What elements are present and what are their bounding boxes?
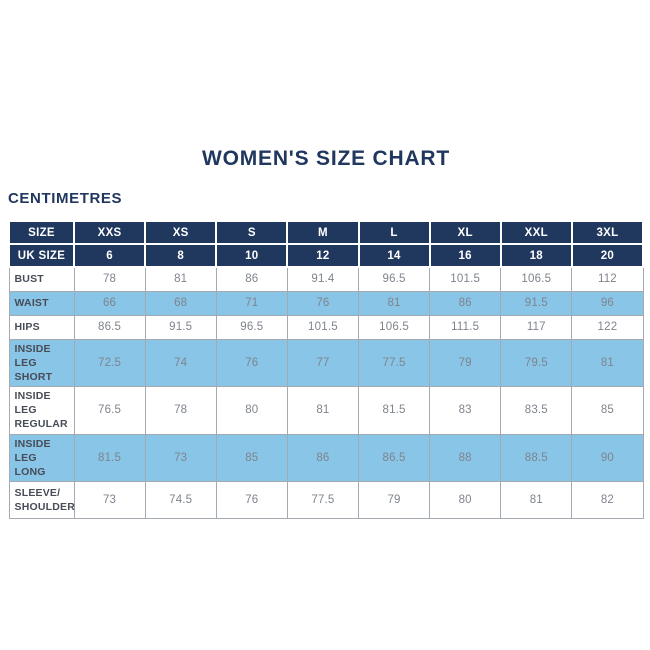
measurement-cell: 96.5 xyxy=(215,314,288,340)
measurement-cell: 73 xyxy=(73,481,146,520)
measurement-cell: 79 xyxy=(357,481,431,520)
measurement-cell: 85 xyxy=(571,386,644,435)
column-header-size: SIZE xyxy=(8,220,75,245)
uk-size-cell: 10 xyxy=(215,243,289,268)
measurement-cell: 73 xyxy=(144,433,217,483)
measurement-cell: 117 xyxy=(500,314,573,340)
measurement-cell: 91.5 xyxy=(500,290,573,316)
row-label: INSIDE LEG SHORT xyxy=(8,338,75,388)
table-row-inside-leg-regular: INSIDE LEG REGULAR 76.5 78 80 81 81.5 83… xyxy=(8,386,644,435)
row-label: INSIDE LEG LONG xyxy=(8,433,75,483)
row-label: WAIST xyxy=(8,290,75,316)
table-row-hips: HIPS 86.5 91.5 96.5 101.5 106.5 111.5 11… xyxy=(8,314,644,340)
uk-size-cell: 20 xyxy=(570,243,645,268)
measurement-cell: 76 xyxy=(286,290,360,316)
measurement-cell: 77 xyxy=(286,338,360,388)
measurement-cell: 81 xyxy=(286,386,360,435)
size-chart-table: SIZE XXS XS S M L XL XXL 3XL UK SIZE 6 8… xyxy=(8,220,645,520)
measurement-cell: 71 xyxy=(215,290,288,316)
measurement-cell: 112 xyxy=(571,266,644,292)
uk-size-row: UK SIZE 6 8 10 12 14 16 18 20 xyxy=(8,243,645,268)
measurement-cell: 83 xyxy=(429,386,502,435)
measurement-cell: 74.5 xyxy=(144,481,217,520)
measurement-cell: 85 xyxy=(215,433,288,483)
row-label: INSIDE LEG REGULAR xyxy=(8,386,75,435)
measurement-cell: 83.5 xyxy=(500,386,573,435)
measurement-cell: 96 xyxy=(571,290,644,316)
measurement-cell: 77.5 xyxy=(286,481,360,520)
size-header-row: SIZE XXS XS S M L XL XXL 3XL xyxy=(8,220,645,245)
column-header: L xyxy=(357,220,431,245)
measurement-cell: 74 xyxy=(144,338,217,388)
measurement-cell: 111.5 xyxy=(429,314,502,340)
measurement-cell: 86.5 xyxy=(73,314,146,340)
measurement-cell: 81.5 xyxy=(357,386,431,435)
measurement-cell: 96.5 xyxy=(357,266,431,292)
uk-size-cell: 18 xyxy=(499,243,573,268)
measurement-cell: 76 xyxy=(215,338,288,388)
table-row-inside-leg-long: INSIDE LEG LONG 81.5 73 85 86 86.5 88 88… xyxy=(8,433,644,483)
measurement-cell: 106.5 xyxy=(357,314,431,340)
table-row-bust: BUST 78 81 86 91.4 96.5 101.5 106.5 112 xyxy=(8,266,644,292)
row-label: BUST xyxy=(8,266,75,292)
measurement-cell: 91.4 xyxy=(286,266,360,292)
column-header: XS xyxy=(144,220,218,245)
column-header: XXS xyxy=(72,220,147,245)
measurement-cell: 81 xyxy=(500,481,573,520)
measurement-cell: 80 xyxy=(429,481,502,520)
uk-size-label: UK SIZE xyxy=(8,243,75,268)
uk-size-cell: 8 xyxy=(144,243,218,268)
measurement-cell: 78 xyxy=(73,266,146,292)
measurement-cell: 86 xyxy=(429,290,502,316)
measurement-cell: 81 xyxy=(144,266,217,292)
measurement-cell: 86 xyxy=(286,433,360,483)
measurement-cell: 88 xyxy=(429,433,502,483)
uk-size-cell: 6 xyxy=(72,243,147,268)
measurement-cell: 66 xyxy=(73,290,146,316)
uk-size-cell: 12 xyxy=(286,243,360,268)
unit-heading: CENTIMETRES xyxy=(8,190,123,207)
measurement-cell: 88.5 xyxy=(500,433,573,483)
measurement-cell: 76 xyxy=(215,481,288,520)
measurement-cell: 101.5 xyxy=(286,314,360,340)
measurement-cell: 76.5 xyxy=(73,386,146,435)
uk-size-cell: 16 xyxy=(428,243,502,268)
measurement-cell: 86.5 xyxy=(357,433,431,483)
column-header: S xyxy=(215,220,289,245)
column-header: XL xyxy=(428,220,502,245)
measurement-cell: 122 xyxy=(571,314,644,340)
measurement-cell: 91.5 xyxy=(144,314,217,340)
measurement-cell: 80 xyxy=(215,386,288,435)
column-header: XXL xyxy=(499,220,573,245)
measurement-cell: 81 xyxy=(357,290,431,316)
measurement-cell: 86 xyxy=(215,266,288,292)
measurement-cell: 82 xyxy=(571,481,644,520)
measurement-cell: 79.5 xyxy=(500,338,573,388)
column-header: M xyxy=(286,220,360,245)
measurement-cell: 101.5 xyxy=(429,266,502,292)
table-row-inside-leg-short: INSIDE LEG SHORT 72.5 74 76 77 77.5 79 7… xyxy=(8,338,644,388)
measurement-cell: 90 xyxy=(571,433,644,483)
page-title: WOMEN'S SIZE CHART xyxy=(201,147,451,170)
measurement-cell: 72.5 xyxy=(73,338,146,388)
row-label: HIPS xyxy=(8,314,75,340)
measurement-cell: 79 xyxy=(429,338,502,388)
measurement-cell: 81 xyxy=(571,338,644,388)
measurement-cell: 106.5 xyxy=(500,266,573,292)
measurement-cell: 78 xyxy=(144,386,217,435)
measurement-cell: 77.5 xyxy=(357,338,431,388)
column-header: 3XL xyxy=(570,220,645,245)
measurement-cell: 68 xyxy=(144,290,217,316)
table-row-sleeve-shoulder: SLEEVE/ SHOULDER 73 74.5 76 77.5 79 80 8… xyxy=(8,481,644,520)
row-label: SLEEVE/ SHOULDER xyxy=(8,481,75,520)
measurement-cell: 81.5 xyxy=(73,433,146,483)
table-row-waist: WAIST 66 68 71 76 81 86 91.5 96 xyxy=(8,290,644,316)
uk-size-cell: 14 xyxy=(357,243,431,268)
